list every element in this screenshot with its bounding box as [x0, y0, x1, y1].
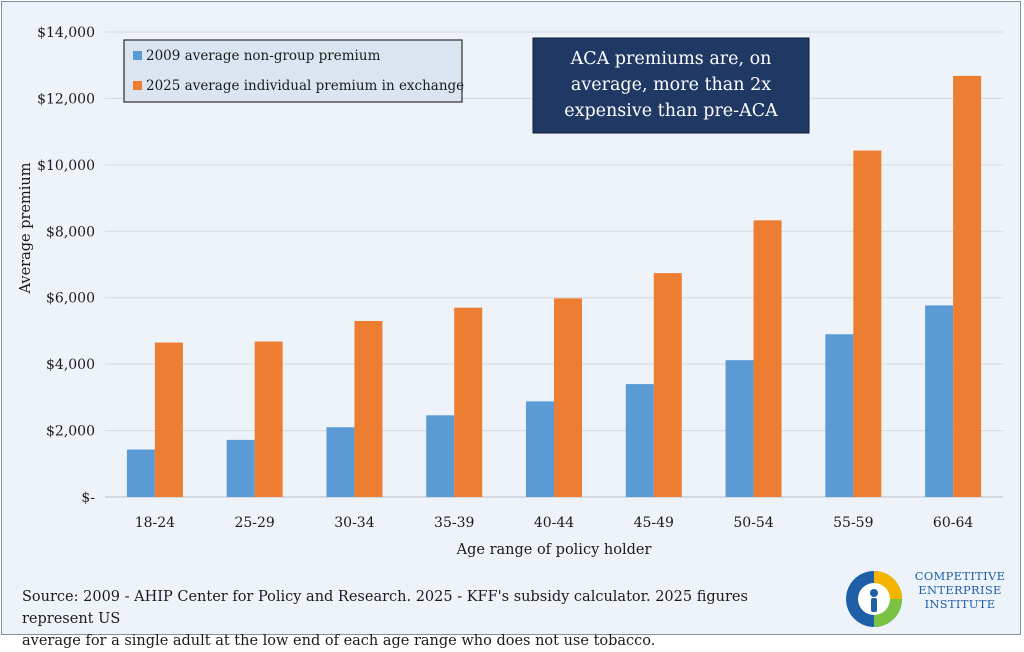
source-line-2: average for a single adult at the low en… — [22, 633, 656, 649]
bar-2025 — [554, 298, 582, 497]
bar-2025 — [653, 273, 682, 497]
x-tick-label: 30-34 — [334, 515, 374, 531]
bar-2025 — [953, 75, 982, 497]
bar-2025 — [254, 341, 283, 497]
x-tick-label: 45-49 — [634, 515, 674, 531]
legend-label: 2009 average non-group premium — [146, 48, 381, 64]
bar-2025 — [454, 307, 483, 497]
annotation-box — [532, 37, 810, 134]
bar-2009 — [126, 449, 155, 497]
logo-line-2: ENTERPRISE — [918, 583, 1002, 597]
y-tick-label: $- — [81, 490, 95, 506]
legend-swatch — [133, 51, 142, 60]
logo-emblem-icon — [846, 571, 902, 627]
x-tick-label: 25-29 — [234, 515, 274, 531]
x-tick-label: 40-44 — [534, 515, 574, 531]
bar-2025 — [354, 320, 383, 497]
bar-2025 — [853, 150, 882, 497]
bar-2009 — [226, 439, 255, 497]
x-tick-label: 18-24 — [135, 515, 175, 531]
chart-frame — [1, 1, 1021, 635]
bar-2009 — [625, 384, 654, 497]
annotation-text: expensive than pre-ACA — [564, 101, 778, 121]
cei-logo: COMPETITIVE ENTERPRISE INSTITUTE — [844, 566, 1014, 632]
legend-box — [123, 39, 463, 103]
annotation-text: ACA premiums are, on — [570, 49, 772, 69]
source-line-1: Source: 2009 - AHIP Center for Policy an… — [22, 589, 748, 627]
logo-line-1: COMPETITIVE — [914, 569, 1006, 583]
legend-swatch — [133, 81, 142, 90]
bar-2025 — [154, 342, 183, 497]
bar-2009 — [725, 360, 754, 497]
logo-line-3: INSTITUTE — [924, 597, 996, 611]
y-tick-label: $2,000 — [46, 424, 95, 440]
legend-label: 2025 average individual premium in excha… — [146, 78, 464, 94]
y-tick-label: $14,000 — [37, 25, 95, 41]
x-tick-label: 35-39 — [434, 515, 474, 531]
x-tick-label: 60-64 — [933, 515, 973, 531]
x-tick-label: 50-54 — [733, 515, 773, 531]
y-tick-label: $12,000 — [37, 91, 95, 107]
bar-chart: $- $2,000 $4,000 $6,000 $8,000 $10,000 $12,000… — [18, 25, 1003, 558]
bar-2009 — [326, 427, 355, 497]
bar-2025 — [753, 220, 782, 497]
bar-2009 — [526, 401, 554, 497]
source-note: Source: 2009 - AHIP Center for Policy an… — [22, 586, 802, 652]
bar-2009 — [426, 415, 455, 497]
y-tick-label: $10,000 — [37, 158, 95, 174]
y-tick-label: $6,000 — [46, 291, 95, 307]
y-axis-title: Average premium — [18, 162, 34, 294]
x-tick-label: 55-59 — [833, 515, 873, 531]
bar-2009 — [925, 305, 954, 497]
annotation-text: average, more than 2x — [571, 75, 771, 95]
y-tick-label: $8,000 — [46, 224, 95, 240]
logo-text: COMPETITIVE ENTERPRISE INSTITUTE — [906, 569, 1014, 611]
y-tick-label: $4,000 — [46, 357, 95, 373]
bar-2009 — [825, 334, 854, 497]
x-axis-title: Age range of policy holder — [456, 542, 652, 558]
